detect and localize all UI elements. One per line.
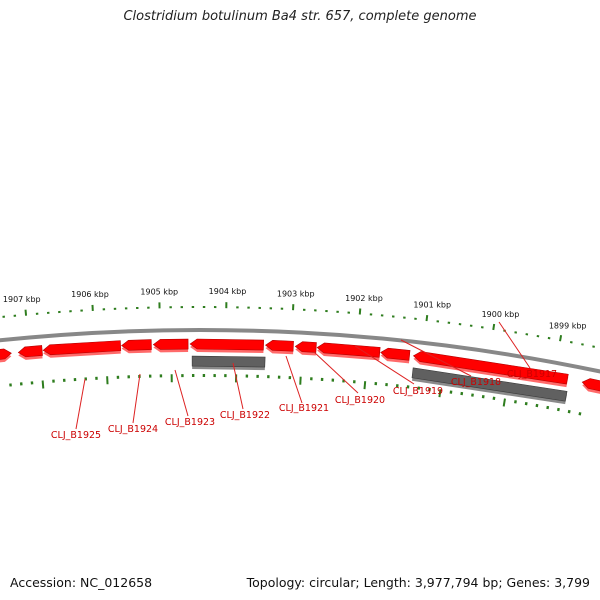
major-tick xyxy=(41,380,45,389)
major-tick xyxy=(363,381,367,390)
gene-clj-b1925-body xyxy=(42,340,122,356)
scale-label: 1907 kbp xyxy=(3,295,41,304)
gene-clj-b1923[interactable] xyxy=(152,338,189,353)
gene-clj-b1922[interactable] xyxy=(189,338,265,354)
leader-line xyxy=(132,373,141,424)
gene-clj-b1919-body xyxy=(316,342,381,358)
major-tick xyxy=(24,309,28,316)
gene-label[interactable]: CLJ_B1923 xyxy=(165,417,215,428)
gene-label[interactable]: CLJ_B1924 xyxy=(108,424,158,435)
minor-tick xyxy=(524,401,528,406)
leader-line xyxy=(354,345,415,385)
label-leader-lines xyxy=(75,321,531,430)
gene-label[interactable]: CLJ_B1917 xyxy=(507,369,557,380)
minor-tick xyxy=(535,403,539,408)
gene-clj-b1921-body xyxy=(265,340,294,352)
gene-clj-b1924-body xyxy=(121,339,152,351)
gene-clj-b1918[interactable] xyxy=(380,347,411,364)
gene-clj-b1923-body xyxy=(152,338,189,350)
gene-label[interactable]: CLJ_B1921 xyxy=(279,403,329,414)
gene-fragment-edge-body xyxy=(0,348,12,360)
scale-label: 1904 kbp xyxy=(209,287,247,296)
minor-tick xyxy=(546,405,550,410)
leader-line xyxy=(498,321,531,369)
gene-fragment-left-body xyxy=(17,345,43,358)
map-title: Clostridium botulinum Ba4 str. 657, comp… xyxy=(123,9,477,24)
gene-label[interactable]: CLJ_B1918 xyxy=(451,377,501,388)
scale-label: 1901 kbp xyxy=(413,301,451,310)
scale-label: 1906 kbp xyxy=(71,290,109,299)
gene-fragment-left[interactable] xyxy=(17,345,43,360)
major-tick xyxy=(425,314,429,322)
scale-label: 1899 kbp xyxy=(549,321,587,330)
gene-reverse-1[interactable] xyxy=(411,367,568,405)
major-tick xyxy=(502,398,506,407)
minor-tick xyxy=(556,407,560,412)
minor-tick xyxy=(578,412,582,416)
minor-tick xyxy=(567,409,571,414)
gene-clj-b1920[interactable] xyxy=(294,341,317,356)
gene-fragment-right-body xyxy=(581,378,600,392)
gene-reverse-1-body xyxy=(411,367,568,402)
gene-labels: CLJ_B1917 CLJ_B1918 CLJ_B1919 CLJ_B1920 CLJ_… xyxy=(51,369,557,441)
gene-label[interactable]: CLJ_B1922 xyxy=(220,410,270,421)
genome-backbone xyxy=(0,328,600,374)
outer-scale-ticks xyxy=(2,302,595,348)
gene-label[interactable]: CLJ_B1920 xyxy=(335,395,385,406)
gene-label[interactable]: CLJ_B1919 xyxy=(393,386,443,397)
gene-clj-b1922-body xyxy=(189,338,265,351)
major-tick xyxy=(559,335,563,342)
scale-label: 1905 kbp xyxy=(140,287,178,296)
leader-line xyxy=(75,378,86,430)
scale-label: 1900 kbp xyxy=(482,310,520,319)
gene-clj-b1917-body xyxy=(412,351,569,385)
gene-reverse-2[interactable] xyxy=(191,355,266,371)
leader-line xyxy=(313,351,359,394)
genome-summary-text: Topology: circular; Length: 3,977,794 bp… xyxy=(246,575,590,590)
gene-clj-b1917[interactable] xyxy=(412,351,569,388)
gene-clj-b1921[interactable] xyxy=(265,340,294,355)
scale-labels: 1899 kbp 1900 kbp 1901 kbp 1902 kbp 1903 kbp… xyxy=(3,287,587,330)
gene-features xyxy=(0,338,600,405)
gene-clj-b1918-body xyxy=(380,347,411,361)
gene-clj-b1925[interactable] xyxy=(42,340,122,358)
gene-label[interactable]: CLJ_B1925 xyxy=(51,430,101,441)
scale-label: 1903 kbp xyxy=(277,289,315,298)
gene-reverse-2-body xyxy=(191,355,266,368)
accession-text: Accession: NC_012658 xyxy=(10,575,153,590)
gene-fragment-right[interactable] xyxy=(581,378,600,398)
gene-fragment-edge[interactable] xyxy=(0,348,12,364)
major-tick xyxy=(438,389,442,398)
gene-clj-b1920-body xyxy=(294,341,317,353)
leader-line xyxy=(400,339,472,377)
leader-line xyxy=(285,355,303,404)
gene-clj-b1919[interactable] xyxy=(316,342,381,361)
leader-line xyxy=(174,369,189,417)
leader-line xyxy=(232,362,244,410)
scale-label: 1902 kbp xyxy=(345,294,383,303)
gene-clj-b1924[interactable] xyxy=(121,339,152,354)
major-tick xyxy=(492,323,496,331)
